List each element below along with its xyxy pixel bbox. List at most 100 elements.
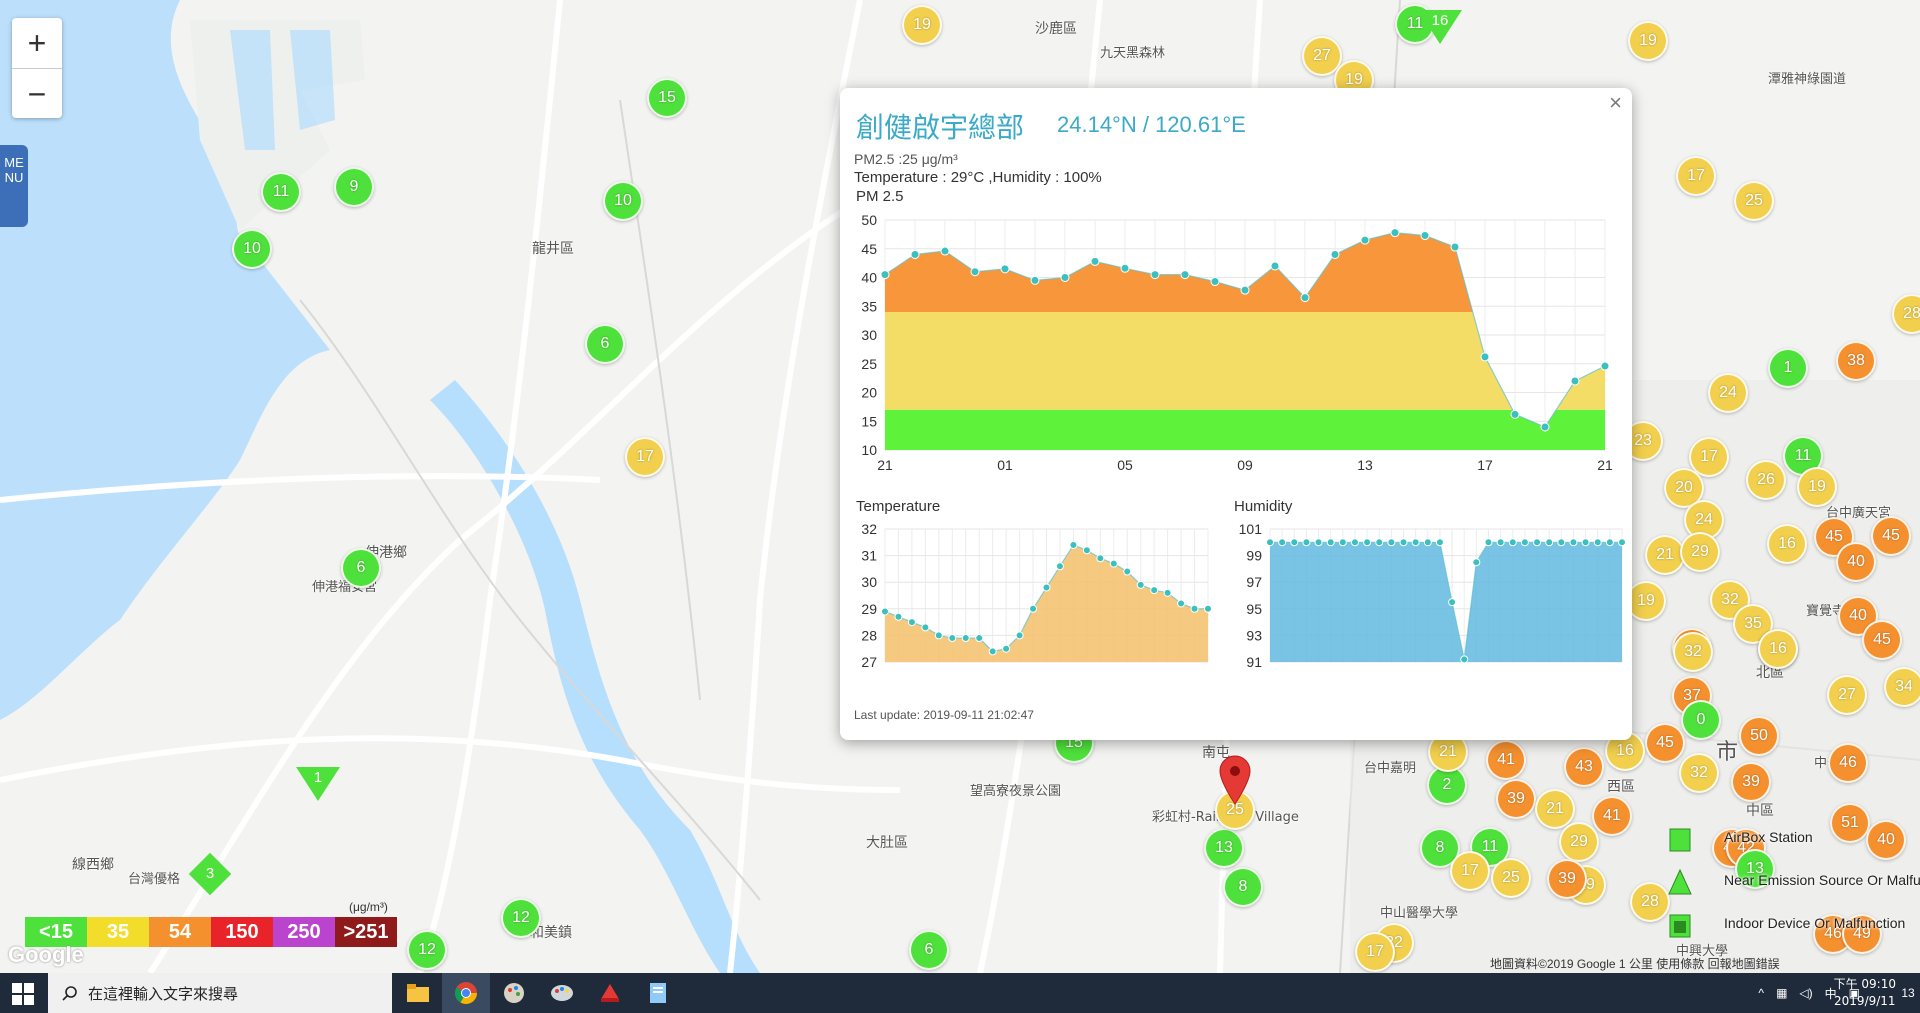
airbox-marker[interactable]: 9 (334, 167, 374, 207)
airbox-marker[interactable]: 50 (1739, 716, 1779, 756)
legend-item: <15 (25, 917, 87, 947)
airbox-marker[interactable]: 16 (1767, 524, 1807, 564)
data-point (1363, 538, 1372, 547)
airbox-marker[interactable]: 19 (1628, 21, 1668, 61)
airbox-marker[interactable]: 6 (909, 930, 949, 970)
volume-icon[interactable]: ◁) (1799, 986, 1813, 1000)
airbox-marker[interactable]: 28 (1892, 294, 1920, 334)
airbox-marker[interactable]: 40 (1836, 542, 1876, 582)
data-point (975, 634, 984, 643)
airbox-marker[interactable]: 1 (1768, 348, 1808, 388)
ime-indicator[interactable]: 中 (1824, 986, 1837, 1001)
airbox-marker[interactable]: 0 (1681, 700, 1721, 740)
airbox-marker[interactable]: 17 (625, 437, 665, 477)
airbox-marker[interactable]: 19 (902, 5, 942, 45)
airbox-triangle-marker[interactable]: 16 (1418, 10, 1462, 44)
airbox-marker[interactable]: 32 (1673, 632, 1713, 672)
place-label: 潭雅神綠園道 (1768, 72, 1847, 87)
airbox-marker[interactable]: 19 (1626, 581, 1666, 621)
airbox-marker[interactable]: 51 (1830, 803, 1870, 843)
data-point (1600, 361, 1610, 371)
airbox-marker[interactable]: 6 (585, 324, 625, 364)
airbox-marker[interactable]: 28 (1630, 882, 1670, 922)
airbox-marker[interactable]: 49 (1842, 914, 1882, 954)
airbox-marker[interactable]: 10 (603, 181, 643, 221)
map-attribution[interactable]: 地圖資料©2019 Google 1 公里 使用條款 回報地圖錯誤 (1490, 957, 1780, 971)
airbox-marker[interactable]: 40 (1866, 820, 1906, 860)
map-pin-icon[interactable] (1218, 754, 1252, 806)
airbox-marker[interactable]: 17 (1450, 851, 1490, 891)
zoom-out-button[interactable]: − (12, 68, 62, 119)
indoor-device-icon (1669, 914, 1691, 938)
map-view[interactable]: 沙鹿區 九天黑森林 龍井區 伸港鄉 伸港福安宮 線西鄉 台灣優格 和美鎮 大肚區… (0, 0, 1920, 973)
airbox-marker[interactable]: 17 (1355, 932, 1395, 972)
popup-charts: 10 15 20 25 30 35 40 45 50 21 01 05 09 13 17 21 27 28 29 30… (861, 212, 1626, 670)
airbox-marker[interactable]: 15 (647, 78, 687, 118)
airbox-marker[interactable]: 6 (341, 548, 381, 588)
file-explorer-icon[interactable] (394, 973, 442, 1013)
zoom-in-button[interactable]: + (27, 24, 47, 61)
menu-tab[interactable]: MENU (0, 145, 28, 227)
paint-app-icon[interactable] (490, 973, 538, 1013)
data-point (880, 270, 890, 280)
airbox-marker[interactable]: 17 (1689, 437, 1729, 477)
airbox-marker[interactable]: 10 (232, 229, 272, 269)
airbox-marker[interactable]: 21 (1535, 789, 1575, 829)
y-tick-label: 101 (1239, 521, 1263, 537)
airbox-marker[interactable]: 12 (501, 898, 541, 938)
palette-app-icon[interactable] (538, 973, 586, 1013)
airbox-marker[interactable]: 12 (407, 930, 447, 970)
airbox-marker[interactable]: 11 (261, 172, 301, 212)
airbox-marker[interactable]: 21 (1645, 535, 1685, 575)
pm-band (885, 409, 1605, 450)
airbox-marker[interactable]: 45 (1862, 620, 1902, 660)
document-app-icon[interactable] (634, 973, 682, 1013)
airbox-marker[interactable]: 39 (1547, 859, 1587, 899)
windows-start-icon[interactable] (12, 983, 34, 1005)
airbox-marker[interactable]: 45 (1871, 516, 1911, 556)
airbox-marker[interactable]: 39 (1496, 779, 1536, 819)
airbox-marker[interactable]: 13 (1204, 828, 1244, 868)
airbox-marker[interactable]: 43 (1564, 747, 1604, 787)
airbox-marker[interactable]: 25 (1491, 858, 1531, 898)
airbox-marker[interactable]: 27 (1302, 36, 1342, 76)
clock[interactable]: 下午 09:10 2019/9/11 (1834, 976, 1896, 1010)
airbox-marker[interactable]: 29 (1559, 822, 1599, 862)
airbox-marker[interactable]: 41 (1486, 740, 1526, 780)
data-point (1163, 588, 1172, 597)
airbox-marker[interactable]: 38 (1836, 341, 1876, 381)
airbox-marker[interactable]: 13 (1735, 849, 1775, 889)
airbox-marker[interactable]: 27 (1827, 675, 1867, 715)
airbox-marker[interactable]: 32 (1679, 753, 1719, 793)
airbox-marker[interactable]: 25 (1734, 181, 1774, 221)
taskbar-search[interactable]: 在這裡輸入文字來搜尋 (48, 973, 392, 1013)
network-icon[interactable]: ▦ (1776, 986, 1788, 1000)
keyboard-icon[interactable]: ▣ (1848, 986, 1860, 1000)
data-point (1581, 538, 1590, 547)
airbox-marker[interactable]: 46 (1828, 743, 1868, 783)
airbox-marker[interactable]: 26 (1746, 460, 1786, 500)
chevron-up-icon[interactable]: ^ (1758, 986, 1765, 1000)
airbox-marker[interactable]: 20 (1664, 468, 1704, 508)
data-point (1266, 538, 1274, 547)
airbox-marker[interactable]: 34 (1884, 667, 1920, 707)
redapp-icon[interactable] (586, 973, 634, 1013)
airbox-marker[interactable]: 19 (1797, 467, 1837, 507)
airbox-marker[interactable]: 24 (1708, 373, 1748, 413)
airbox-marker[interactable]: 45 (1645, 723, 1685, 763)
airbox-marker[interactable]: 8 (1223, 867, 1263, 907)
airbox-triangle-marker[interactable]: 1 (296, 767, 340, 801)
airbox-marker[interactable]: 17 (1676, 156, 1716, 196)
notification-center-icon[interactable]: 13 (1901, 986, 1915, 1000)
airbox-marker[interactable]: 16 (1605, 731, 1645, 771)
chrome-icon[interactable] (442, 973, 490, 1013)
x-tick-label: 05 (1117, 457, 1133, 473)
y-tick-label: 10 (861, 442, 877, 458)
y-tick-label: 32 (861, 521, 877, 537)
airbox-marker[interactable]: 29 (1680, 532, 1720, 572)
airbox-marker[interactable]: 41 (1592, 796, 1632, 836)
indoor-diamond-marker[interactable]: 3 (188, 852, 232, 896)
airbox-marker[interactable]: 39 (1731, 762, 1771, 802)
close-icon[interactable]: × (1609, 90, 1622, 115)
airbox-marker[interactable]: 16 (1758, 629, 1798, 669)
